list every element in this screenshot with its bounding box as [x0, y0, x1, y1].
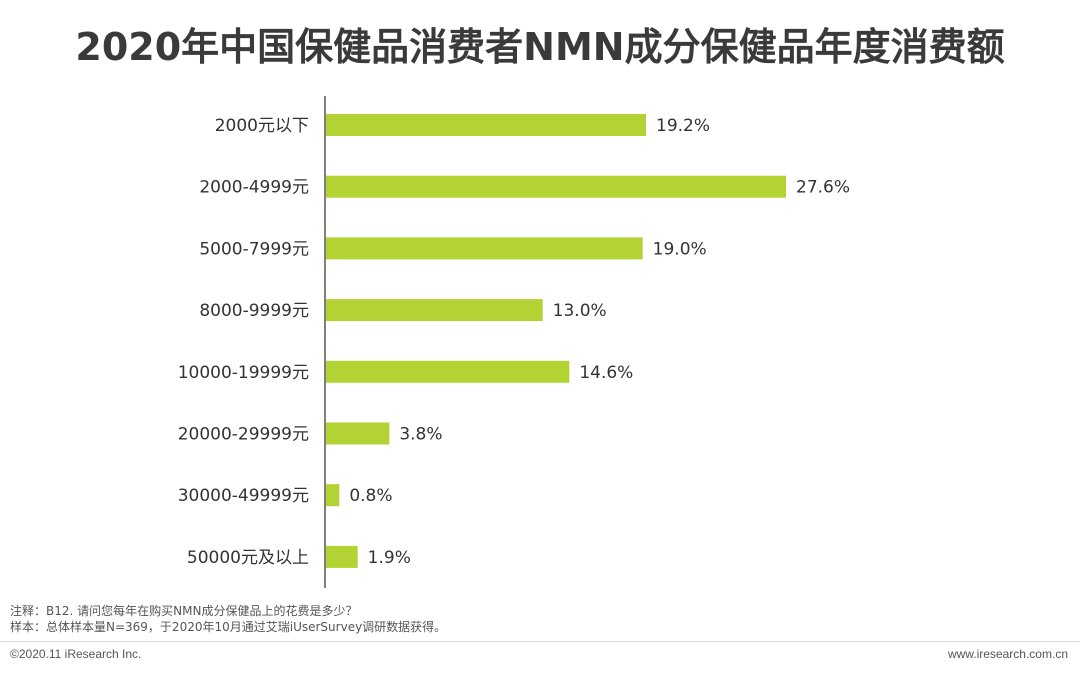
value-label: 13.0% — [553, 301, 607, 321]
bar — [326, 299, 543, 322]
value-label: 19.0% — [653, 239, 707, 259]
chart-title: 2020年中国保健品消费者NMN成分保健品年度消费额 — [75, 25, 1005, 69]
bar — [326, 114, 646, 136]
category-label: 50000元及以上 — [187, 548, 309, 568]
category-label: 2000元以下 — [215, 116, 309, 136]
bar — [326, 175, 786, 198]
bar — [326, 360, 570, 383]
bar — [326, 484, 340, 507]
bar — [326, 545, 358, 568]
chart-notes: 注释：B12. 请问您每年在购买NMN成分保健品上的花费是多少？ 样本：总体样本… — [10, 603, 446, 635]
category-label: 2000-4999元 — [199, 178, 309, 198]
value-label: 19.2% — [656, 116, 710, 136]
category-label: 30000-49999元 — [178, 486, 309, 506]
footer-divider — [0, 641, 1080, 642]
note-text: 注释：B12. 请问您每年在购买NMN成分保健品上的花费是多少？ — [10, 604, 358, 618]
value-label: 1.9% — [368, 548, 411, 568]
copyright-text: ©2020.11 iResearch Inc. — [10, 647, 142, 661]
value-label: 27.6% — [796, 178, 850, 198]
category-label: 20000-29999元 — [178, 425, 309, 445]
category-label: 5000-7999元 — [199, 239, 309, 259]
value-label: 3.8% — [399, 425, 442, 445]
website-text: www.iresearch.com.cn — [947, 647, 1068, 661]
bar — [326, 237, 643, 260]
category-label: 8000-9999元 — [199, 301, 309, 321]
sample-text: 样本：总体样本量N=369，于2020年10月通过艾瑞iUserSurvey调研… — [10, 620, 447, 634]
value-label: 14.6% — [579, 363, 633, 383]
bar — [326, 422, 390, 445]
category-label: 10000-19999元 — [178, 363, 309, 383]
bars-layer: 2000元以下 19.2% 2000-4999元 27.6% 5000-7999元 19.… — [178, 114, 850, 568]
bar-chart: 2000元以下 19.2% 2000-4999元 27.6% 5000-7999元 19.… — [178, 96, 850, 588]
value-label: 0.8% — [349, 486, 392, 506]
